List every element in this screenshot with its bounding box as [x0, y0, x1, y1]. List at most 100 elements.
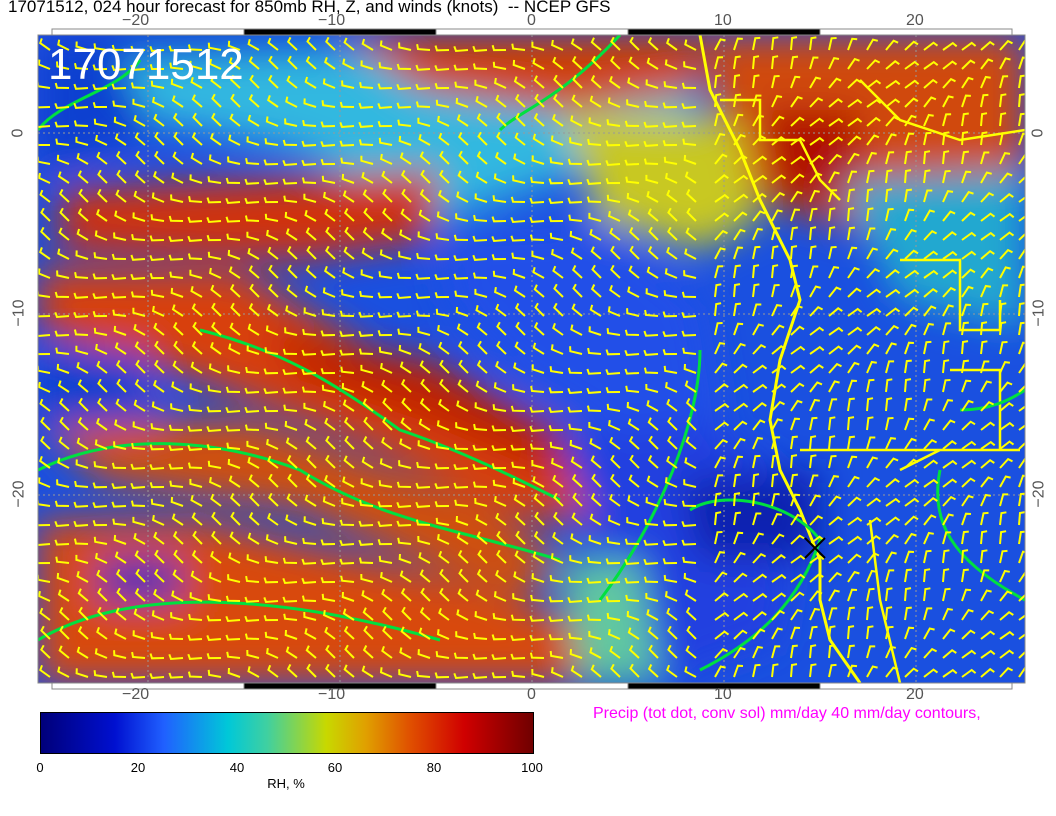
wind-barb: [625, 594, 640, 602]
wind-barb: [73, 83, 89, 90]
wind-barb: [904, 478, 920, 488]
wind-barb: [97, 587, 108, 602]
wind-barb: [733, 283, 741, 298]
wind-barb: [571, 473, 583, 488]
wind-barb: [885, 397, 893, 412]
wind-barb: [624, 577, 640, 584]
wind-barb: [942, 549, 950, 564]
wind-barb: [942, 41, 958, 51]
wind-barb: [571, 303, 583, 317]
wind-barb: [77, 626, 89, 640]
wind-barb: [714, 265, 724, 279]
wind-barb: [58, 188, 70, 203]
wind-barb: [225, 216, 241, 223]
wind-barb: [847, 416, 855, 431]
wind-barb: [377, 292, 393, 299]
wind-barb: [643, 558, 659, 565]
wind-barb: [320, 368, 336, 375]
wind-barb: [225, 595, 241, 602]
wind-barb: [191, 94, 203, 108]
wind-barb: [285, 96, 298, 108]
map-frame: [51, 28, 1013, 690]
wind-barb: [809, 189, 820, 203]
wind-barb: [398, 42, 412, 51]
wind-barb: [866, 151, 877, 165]
wind-barb: [771, 400, 785, 412]
wind-barb: [208, 476, 222, 488]
wind-barb: [589, 647, 602, 659]
wind-barb: [301, 349, 317, 356]
wind-barb: [586, 368, 602, 375]
wind-barb: [904, 114, 917, 127]
wind-barb: [828, 189, 838, 203]
wind-barb: [980, 589, 992, 602]
wind-barb: [790, 644, 798, 659]
wind-barb: [549, 366, 564, 374]
wind-barb: [714, 283, 722, 298]
wind-barb: [866, 267, 881, 279]
wind-barb: [590, 664, 602, 678]
wind-barb: [435, 233, 450, 241]
wind-barb: [714, 229, 728, 241]
wind-barb: [377, 501, 393, 508]
wind-barb: [54, 311, 70, 319]
wind-barb: [226, 651, 241, 659]
wind-barb: [496, 340, 507, 355]
wind-barb: [453, 463, 469, 471]
wind-barb: [378, 62, 393, 70]
wind-barb: [809, 172, 823, 184]
wind-barb: [686, 625, 697, 640]
wind-barb: [682, 556, 697, 564]
wind-barb: [267, 455, 279, 469]
wind-barb: [532, 342, 545, 355]
wind-barb: [54, 330, 70, 337]
wind-barb: [247, 114, 260, 127]
wind-barb: [339, 101, 355, 108]
wind-barb: [828, 589, 840, 602]
wind-barb: [38, 59, 51, 70]
wind-barb: [302, 328, 317, 336]
wind-barb: [999, 266, 1011, 279]
wind-barb: [961, 150, 970, 165]
wind-barb: [605, 160, 621, 167]
wind-barb: [733, 592, 749, 602]
wind-barb: [999, 421, 1015, 431]
wind-barb: [358, 121, 374, 128]
wind-barb: [885, 188, 893, 203]
wind-barb: [360, 364, 374, 374]
wind-barb: [514, 132, 526, 146]
wind-barb: [681, 311, 697, 319]
wind-barb: [980, 380, 992, 393]
wind-barb: [980, 649, 996, 659]
wind-barb: [714, 551, 726, 564]
wind-barb: [396, 63, 412, 70]
wind-barb: [150, 214, 165, 222]
wind-barb: [923, 322, 934, 336]
wind-barb: [942, 250, 958, 260]
wind-barb: [38, 333, 51, 338]
wind-barb: [733, 264, 741, 279]
wind-barb: [627, 286, 640, 298]
wind-barb: [419, 189, 431, 203]
wind-barb: [866, 227, 876, 241]
wind-barb: [416, 252, 431, 260]
wind-barb: [244, 633, 260, 640]
wind-barb: [610, 473, 621, 488]
wind-barb: [244, 615, 260, 622]
wind-barb: [885, 606, 893, 621]
colorbar-tick: 100: [521, 760, 543, 775]
wind-barb: [567, 387, 583, 395]
wind-barb: [626, 99, 640, 108]
wind-barb: [533, 322, 545, 336]
wind-barb: [303, 193, 317, 203]
wind-barb: [476, 531, 488, 545]
wind-barb: [339, 330, 355, 338]
wind-barb: [115, 398, 127, 412]
wind-barb: [529, 197, 545, 204]
wind-barb: [96, 417, 108, 431]
wind-barb: [733, 611, 749, 621]
wind-barb: [643, 330, 659, 337]
wind-barb: [268, 55, 279, 70]
wind-barb: [455, 422, 469, 431]
wind-barb: [961, 459, 977, 469]
